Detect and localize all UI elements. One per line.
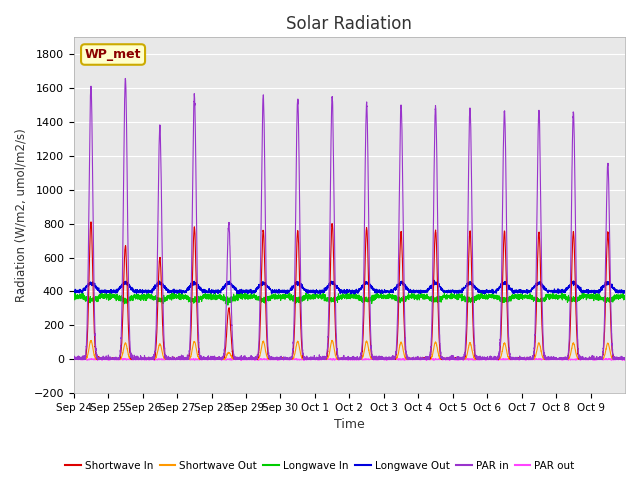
Title: Solar Radiation: Solar Radiation [287, 15, 412, 33]
X-axis label: Time: Time [334, 419, 365, 432]
Y-axis label: Radiation (W/m2, umol/m2/s): Radiation (W/m2, umol/m2/s) [15, 128, 28, 302]
Text: WP_met: WP_met [85, 48, 141, 61]
Legend: Shortwave In, Shortwave Out, Longwave In, Longwave Out, PAR in, PAR out: Shortwave In, Shortwave Out, Longwave In… [61, 456, 579, 475]
